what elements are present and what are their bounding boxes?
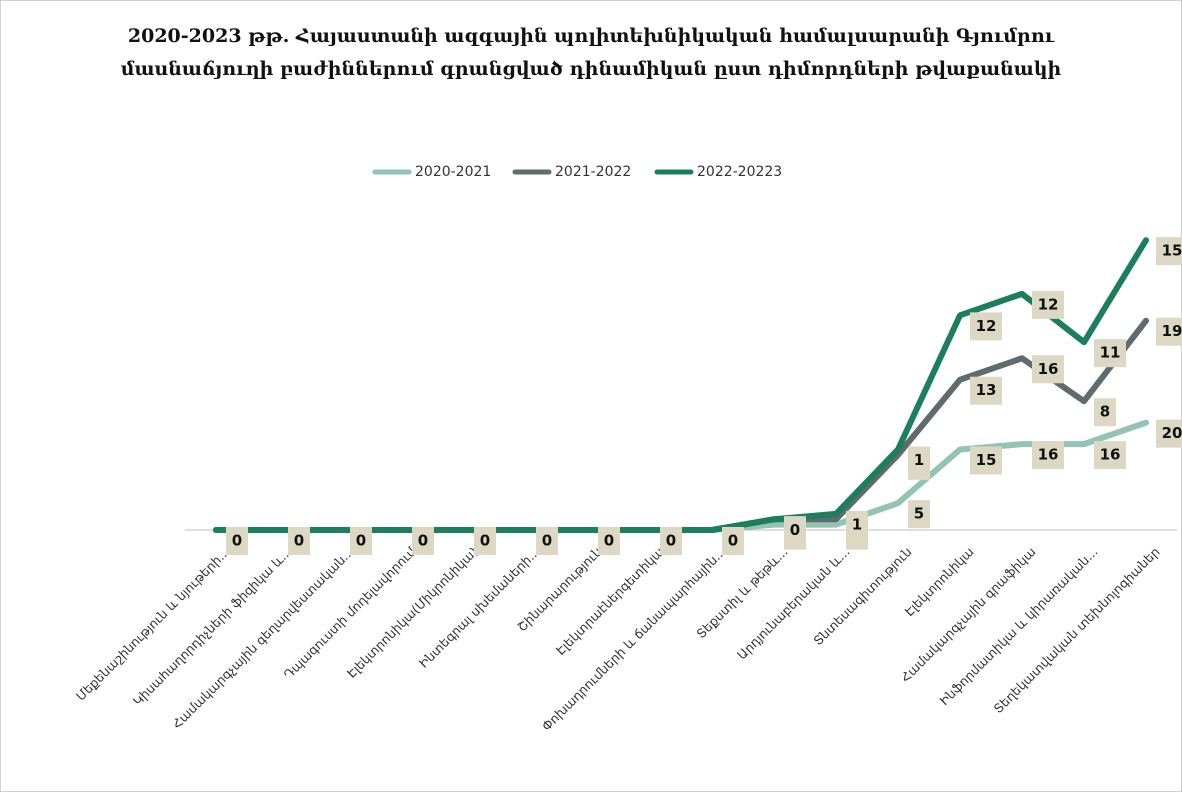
data-label-box: [1032, 441, 1064, 470]
data-label: 15: [1156, 237, 1182, 266]
data-label-box: [474, 527, 496, 555]
legend-label: 2022-20223: [697, 164, 782, 180]
legend-label: 2020-2021: [415, 164, 491, 180]
data-label-text: 0: [666, 532, 676, 550]
data-label-text: 16: [1100, 446, 1121, 464]
data-label-text: 0: [604, 532, 614, 550]
data-label-box: [908, 446, 930, 475]
data-label-text: 0: [294, 532, 304, 550]
data-label-text: 0: [356, 532, 366, 550]
data-label-box: [908, 500, 930, 529]
data-label-box: [1156, 419, 1182, 448]
data-label-box: [1156, 317, 1182, 346]
data-label-text: 19: [1162, 322, 1182, 340]
data-label: 16: [1094, 441, 1126, 470]
data-label: 11: [1094, 339, 1126, 368]
data-label-box: [846, 510, 868, 539]
data-label-box: [660, 527, 682, 555]
data-label: 0: [226, 527, 248, 555]
data-label: 16: [1032, 355, 1064, 384]
legend-label: 2021-2022: [555, 164, 631, 180]
data-label: 12: [1032, 290, 1064, 319]
data-label: 0: [660, 527, 682, 555]
data-label-box: [1156, 237, 1182, 266]
data-label: 19: [1156, 317, 1182, 346]
data-label-text: 12: [976, 317, 997, 335]
data-label: 13: [970, 376, 1002, 405]
data-label-box: [722, 527, 744, 555]
data-label: 0: [598, 527, 620, 555]
data-label-text: 16: [1038, 360, 1059, 378]
data-label-text: 0: [790, 521, 800, 539]
data-label-text: 0: [418, 532, 428, 550]
data-label: 0: [474, 527, 496, 555]
data-label: 0: [412, 527, 434, 555]
data-label-box: [784, 516, 806, 545]
data-label: 16: [1032, 441, 1064, 470]
data-label: 1: [846, 510, 868, 539]
data-label-text: 0: [232, 532, 242, 550]
data-label-text: 12: [1038, 295, 1059, 313]
data-label: 5: [908, 500, 930, 529]
data-label-text: 16: [1038, 446, 1059, 464]
chart-title: 2020-2023 թթ. Հայաստանի ազգային պոլիտեխն…: [128, 25, 1055, 47]
data-label-text: 0: [542, 532, 552, 550]
data-label: 0: [288, 527, 310, 555]
data-label: 0: [350, 527, 372, 555]
data-label: 0: [784, 516, 806, 545]
data-label: 0: [722, 527, 744, 555]
data-label-box: [1094, 339, 1126, 368]
data-label-box: [1094, 441, 1126, 470]
data-label-text: 11: [1100, 344, 1121, 362]
data-label-box: [350, 527, 372, 555]
data-label-box: [288, 527, 310, 555]
data-label: 15: [970, 446, 1002, 475]
data-label: 0: [536, 527, 558, 555]
data-label-box: [226, 527, 248, 555]
data-label-box: [970, 376, 1002, 405]
data-label-text: 1: [914, 451, 924, 469]
data-label-text: 0: [728, 532, 738, 550]
data-label-box: [1032, 290, 1064, 319]
data-label-text: 1: [852, 515, 862, 533]
data-label-box: [598, 527, 620, 555]
data-label-box: [536, 527, 558, 555]
data-label-box: [412, 527, 434, 555]
data-label-text: 8: [1100, 403, 1110, 421]
data-label: 8: [1094, 398, 1116, 427]
data-label-text: 20: [1162, 424, 1182, 442]
data-label: 20: [1156, 419, 1182, 448]
data-label-box: [1032, 355, 1064, 384]
data-label-text: 15: [976, 451, 997, 469]
data-label-box: [970, 312, 1002, 341]
data-label: 1: [908, 446, 930, 475]
data-label-text: 5: [914, 505, 924, 523]
data-label-box: [1094, 398, 1116, 427]
data-label: 12: [970, 312, 1002, 341]
chart-title: մասնաճյուղի բաժիններում գրանցված դինամիկ…: [121, 58, 1062, 80]
data-label-text: 13: [976, 381, 997, 399]
data-label-text: 0: [480, 532, 490, 550]
data-label-text: 15: [1162, 242, 1182, 260]
data-label-box: [970, 446, 1002, 475]
